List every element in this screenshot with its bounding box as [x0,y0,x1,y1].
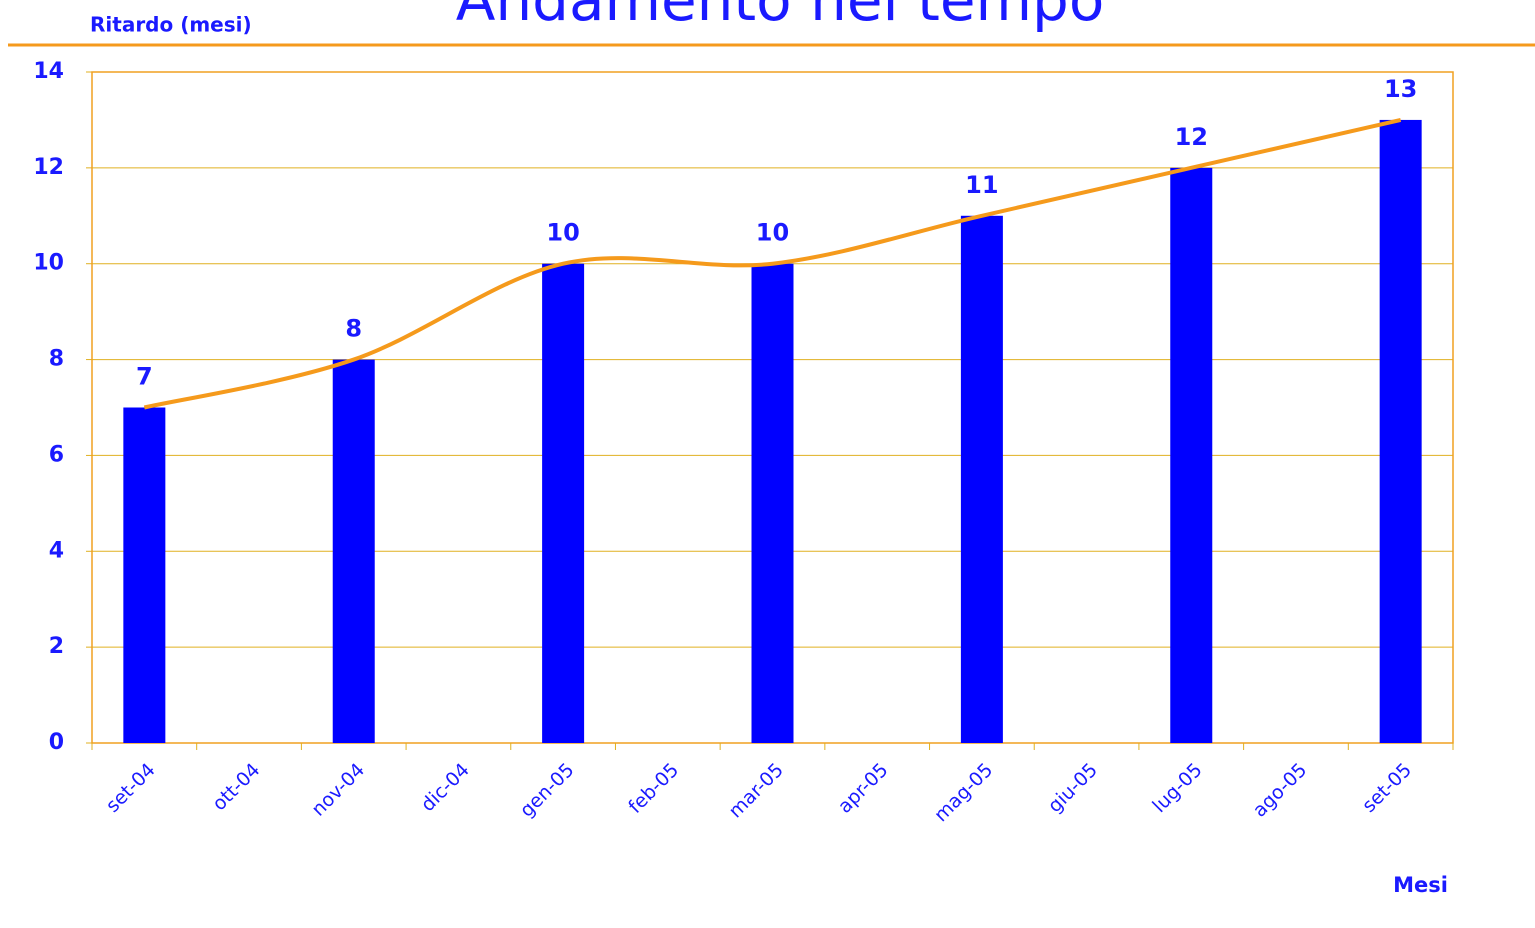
y-tick-label: 10 [33,251,64,276]
data-label: 8 [345,315,362,343]
x-tick-label: gen-05 [516,759,579,822]
x-tick-label: ago-05 [1249,759,1312,822]
x-tick-label: dic-04 [417,759,474,816]
x-tick-label: feb-05 [624,759,683,818]
x-axis-label: Mesi [1393,873,1448,897]
trend-line [143,117,1402,410]
x-tick-label: giu-05 [1044,759,1102,817]
chart-title: Andamento nel tempo [456,0,1105,34]
data-label: 13 [1384,75,1417,103]
y-tick-label: 2 [49,634,64,659]
x-tick-label: apr-05 [834,759,893,818]
bar [123,407,166,743]
bar [1170,167,1213,743]
bar [332,359,375,743]
bar [960,215,1003,744]
data-label: 7 [136,363,153,391]
x-tick-label: nov-04 [307,759,369,821]
x-tick-label: lug-05 [1148,759,1206,817]
y-tick-label: 6 [49,442,64,467]
data-label: 11 [965,171,998,199]
y-tick-label: 0 [49,730,64,755]
y-tick-label: 4 [49,538,64,563]
x-tick-label: ott-04 [208,759,264,815]
data-label: 12 [1175,123,1208,151]
bar [751,263,794,743]
y-tick-label: 12 [33,155,64,180]
data-label: 10 [756,219,789,247]
bar [542,263,585,743]
x-tick-label: mar-05 [724,759,787,822]
x-tick-label: set-04 [102,759,160,817]
y-tick-label: 14 [33,59,64,84]
x-tick-label: mag-05 [930,759,997,826]
y-axis-label: Ritardo (mesi) [90,13,252,37]
y-tick-label: 8 [49,347,64,372]
x-tick-label: set-05 [1358,759,1416,817]
data-label: 10 [546,219,579,247]
bar [1379,119,1422,743]
